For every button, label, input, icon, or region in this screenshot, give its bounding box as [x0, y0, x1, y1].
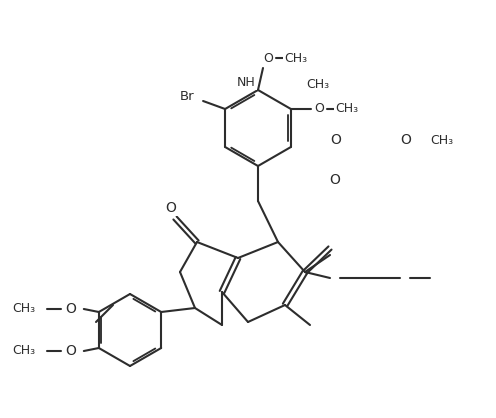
Text: O: O: [401, 133, 412, 147]
Text: O: O: [65, 302, 76, 316]
Text: CH₃: CH₃: [431, 133, 453, 146]
Text: CH₃: CH₃: [335, 102, 359, 115]
Text: CH₃: CH₃: [307, 79, 329, 92]
Text: Br: Br: [180, 91, 194, 104]
Text: O: O: [330, 133, 341, 147]
Text: NH: NH: [237, 76, 255, 89]
Text: O: O: [329, 173, 340, 187]
Text: CH₃: CH₃: [284, 51, 308, 64]
Text: O: O: [65, 344, 76, 358]
Text: O: O: [166, 201, 177, 215]
Text: O: O: [263, 51, 273, 64]
Text: CH₃: CH₃: [13, 344, 36, 357]
Text: O: O: [314, 102, 324, 115]
Text: CH₃: CH₃: [13, 303, 36, 316]
